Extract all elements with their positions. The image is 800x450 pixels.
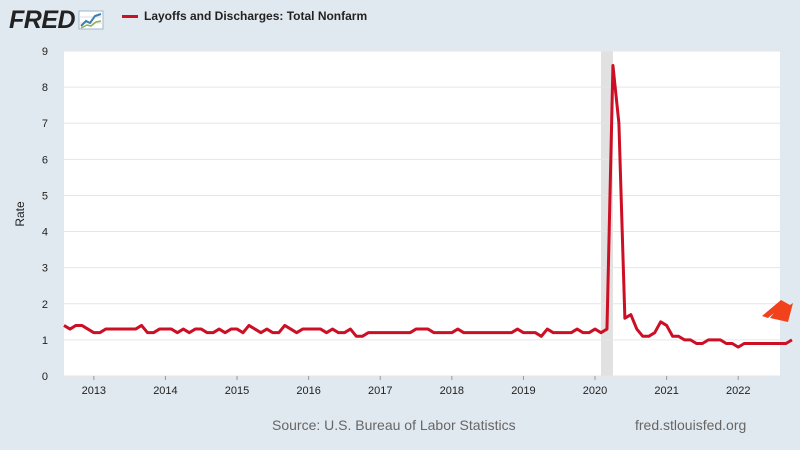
legend-swatch — [122, 14, 138, 18]
arrow-up-right-icon[interactable] — [762, 300, 793, 322]
x-tick-label: 2022 — [726, 385, 750, 397]
fred-logo[interactable]: FRED — [9, 5, 104, 35]
source-note: Source: U.S. Bureau of Labor Statistics — [272, 417, 516, 433]
y-tick-label: 1 — [42, 335, 48, 347]
graph-logo-icon — [78, 10, 104, 30]
series-line — [63, 63, 793, 349]
y-tick-label: 6 — [42, 154, 48, 166]
chart-legend: Layoffs and Discharges: Total Nonfarm — [122, 9, 367, 23]
x-tick-label: 2018 — [440, 385, 464, 397]
x-tick-label: 2020 — [583, 385, 607, 397]
y-tick-label: 0 — [42, 371, 48, 383]
x-tick-label: 2021 — [654, 385, 678, 397]
y-tick-label: 9 — [42, 46, 48, 58]
y-tick-label: 5 — [42, 190, 48, 202]
y-tick-label: 4 — [42, 227, 48, 239]
y-axis-label: Rate — [13, 201, 27, 227]
plot-area — [64, 51, 780, 376]
x-tick-label: 2015 — [225, 385, 249, 397]
y-tick-label: 3 — [42, 263, 48, 275]
credit-link[interactable]: fred.stlouisfed.org — [635, 417, 747, 433]
x-tick-label: 2019 — [511, 385, 535, 397]
legend-label: Layoffs and Discharges: Total Nonfarm — [144, 9, 368, 23]
fred-logo-text: FRED — [9, 5, 76, 34]
y-tick-label: 7 — [42, 118, 48, 130]
x-tick-label: 2017 — [368, 385, 392, 397]
y-tick-label: 8 — [42, 82, 48, 94]
recession-band — [601, 51, 613, 376]
x-tick-label: 2014 — [153, 385, 177, 397]
x-tick-label: 2016 — [296, 385, 320, 397]
y-tick-label: 2 — [42, 299, 48, 311]
x-tick-label: 2013 — [82, 385, 106, 397]
